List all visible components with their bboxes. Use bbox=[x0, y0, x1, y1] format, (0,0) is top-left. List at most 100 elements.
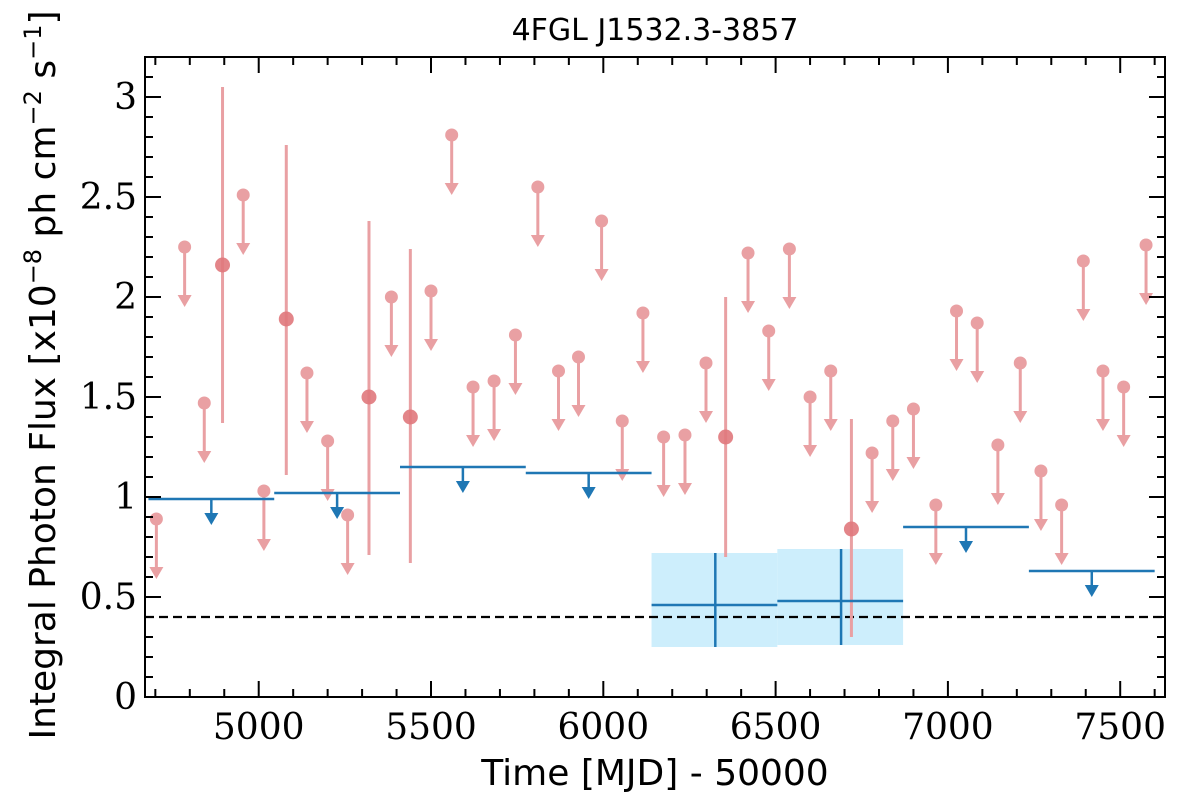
short-upper-limit-arrow-head bbox=[949, 359, 964, 371]
short-upper-limit-point bbox=[445, 128, 459, 142]
short-upper-limit-point bbox=[595, 214, 609, 228]
x-tick-label: 6500 bbox=[730, 707, 822, 748]
short-upper-limit-arrow-head bbox=[1139, 293, 1154, 305]
short-upper-limit-arrow-head bbox=[699, 411, 713, 423]
short-upper-limit-point bbox=[782, 242, 796, 256]
short-upper-limit-point bbox=[178, 240, 192, 254]
short-upper-limit-arrow-head bbox=[149, 567, 164, 579]
short-upper-limit-point bbox=[615, 414, 629, 428]
short-upper-limit-arrow-head bbox=[551, 419, 566, 431]
short-upper-limit-point bbox=[1076, 254, 1090, 268]
y-axis-label-exp3: −1 bbox=[19, 25, 47, 60]
short-upper-limit-arrow-head bbox=[906, 457, 921, 469]
x-tick-label: 5500 bbox=[385, 707, 477, 748]
short-upper-limit-point bbox=[636, 306, 650, 320]
short-upper-limit-point bbox=[1096, 364, 1110, 378]
short-upper-limit-point bbox=[1055, 498, 1069, 512]
y-tick-label: 1.5 bbox=[80, 377, 137, 418]
short-upper-limit-arrow-head bbox=[1076, 309, 1091, 321]
short-upper-limit-arrow-head bbox=[508, 383, 523, 395]
y-axis-label-mid: ph cm bbox=[23, 125, 64, 248]
short-upper-limit-arrow-head bbox=[530, 235, 545, 247]
long-upper-limit-head bbox=[330, 507, 345, 519]
short-upper-limit-arrow-head bbox=[384, 345, 399, 357]
short-upper-limit-point bbox=[531, 180, 545, 194]
short-upper-limit-point bbox=[1034, 464, 1048, 478]
short-upper-limit-arrow-head bbox=[444, 183, 459, 195]
short-upper-limit-arrow-head bbox=[761, 379, 776, 391]
y-tick-label: 0.5 bbox=[80, 577, 137, 618]
x-tick-label: 7000 bbox=[902, 707, 994, 748]
short-upper-limit-arrow-head bbox=[1116, 435, 1131, 447]
short-upper-limit-point bbox=[341, 508, 355, 522]
long-upper-limit-head bbox=[1084, 585, 1099, 597]
short-upper-limit-arrow-head bbox=[487, 429, 502, 441]
short-upper-limit-point bbox=[321, 434, 335, 448]
short-upper-limit-point bbox=[991, 438, 1005, 452]
short-upper-limit-point bbox=[657, 430, 671, 444]
x-tick-label: 7500 bbox=[1074, 707, 1166, 748]
short-upper-limit-arrow-head bbox=[1013, 411, 1028, 423]
long-upper-limit-head bbox=[581, 487, 596, 499]
short-upper-limit-arrow-head bbox=[970, 371, 985, 383]
short-upper-limit-point bbox=[803, 390, 817, 404]
short-upper-limit-point bbox=[865, 446, 879, 460]
short-upper-limit-arrow-head bbox=[340, 563, 355, 575]
y-axis-label-main: Integral Photon Flux [x10 bbox=[23, 284, 64, 739]
short-upper-limit-arrow-head bbox=[990, 493, 1005, 505]
short-upper-limit-arrow-head bbox=[197, 451, 212, 463]
short-upper-limit-point bbox=[741, 246, 755, 260]
short-upper-limit-point bbox=[906, 402, 920, 416]
short-detection-point bbox=[718, 429, 734, 445]
short-upper-limit-point bbox=[487, 374, 501, 388]
short-upper-limit-point bbox=[466, 380, 480, 394]
short-detection-point bbox=[843, 521, 859, 537]
short-detection-point bbox=[402, 409, 418, 425]
chart-title: 4FGL J1532.3-3857 bbox=[512, 13, 799, 48]
short-upper-limit-arrow-head bbox=[677, 483, 692, 495]
detection-bands bbox=[651, 549, 904, 647]
short-upper-limit-arrow-head bbox=[615, 469, 630, 481]
short-detection-point bbox=[278, 311, 294, 327]
short-upper-limit-arrow-head bbox=[424, 339, 439, 351]
short-upper-limit-arrow-head bbox=[236, 243, 251, 255]
short-upper-limit-point bbox=[970, 316, 984, 330]
short-upper-limit-point bbox=[257, 484, 271, 498]
short-upper-limit-arrow-head bbox=[320, 489, 335, 501]
short-upper-limit-arrow-head bbox=[299, 421, 314, 433]
y-tick-label: 0 bbox=[114, 677, 137, 718]
short-upper-limit-point bbox=[929, 498, 943, 512]
short-upper-limit-point bbox=[197, 396, 211, 410]
short-detection-point bbox=[215, 257, 231, 273]
short-upper-limit-arrow-head bbox=[1054, 553, 1069, 565]
x-axis-label: Time [MJD] - 50000 bbox=[480, 753, 828, 794]
short-upper-limit-point bbox=[300, 366, 314, 380]
short-upper-limit-arrow-head bbox=[741, 301, 756, 313]
short-upper-limit-point bbox=[678, 428, 692, 442]
short-upper-limit-arrow-head bbox=[1095, 419, 1110, 431]
long-upper-limit-head bbox=[204, 513, 219, 525]
short-upper-limit-point bbox=[950, 304, 964, 318]
short-upper-limit-point bbox=[886, 414, 900, 428]
short-upper-limit-arrow-head bbox=[635, 361, 650, 373]
short-upper-limit-arrow-head bbox=[177, 295, 192, 307]
short-upper-limit-point bbox=[384, 290, 398, 304]
short-upper-limit-point bbox=[236, 188, 250, 202]
y-axis-label-mid2: s bbox=[23, 60, 64, 90]
long-upper-limit-head bbox=[958, 541, 973, 553]
y-tick-label: 1 bbox=[114, 477, 137, 518]
short-upper-limit-arrow-head bbox=[256, 539, 271, 551]
short-upper-limit-arrow-head bbox=[885, 469, 900, 481]
y-axis-label-exp1: −8 bbox=[19, 249, 47, 284]
short-upper-limit-arrow-head bbox=[466, 435, 481, 447]
long-upper-limit-head bbox=[455, 481, 470, 493]
short-upper-limit-point bbox=[1139, 238, 1153, 252]
y-tick-label: 2.5 bbox=[80, 177, 137, 218]
short-upper-limit-arrow-head bbox=[594, 269, 609, 281]
short-upper-limit-arrow-head bbox=[928, 553, 943, 565]
short-upper-limit-arrow-head bbox=[782, 297, 797, 309]
x-tick-label: 6000 bbox=[557, 707, 649, 748]
short-upper-limit-point bbox=[762, 324, 776, 338]
short-upper-limit-point bbox=[699, 356, 713, 370]
